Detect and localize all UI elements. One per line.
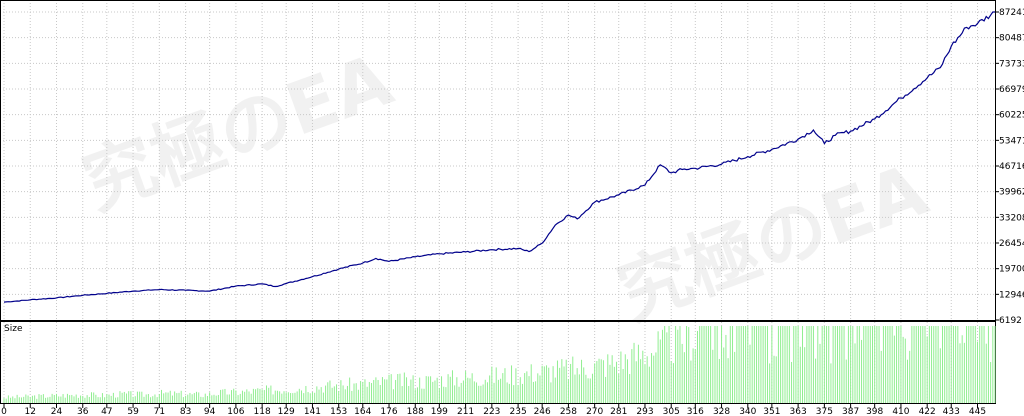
y-tick-label: 12946 [999,290,1024,300]
y-tick-label: 33208 [999,213,1024,223]
main-pane-border [0,0,996,321]
x-tick-label: 47 [101,407,112,416]
size-pane-label: Size [4,324,23,334]
x-tick-label: 340 [739,407,756,416]
main-pane-grid [0,0,995,320]
x-tick-label: 445 [969,407,986,416]
x-tick-label: 164 [354,407,371,416]
x-tick-label: 36 [77,407,89,416]
x-tick-label: 328 [713,407,730,416]
x-tick-label: 106 [227,407,244,416]
x-tick-label: 129 [278,407,295,416]
equity-series-line [3,11,995,303]
y-tick-label: 80487 [999,34,1024,44]
x-tick-label: 188 [407,407,424,416]
y-tick-label: 73733 [999,59,1024,69]
y-tick-label: 66979 [999,85,1024,95]
x-axis-ticks: 0 12 24 36 47 59 71 83 94 106 118 129 141 153 164 176 18… [1,404,986,416]
y-tick-label: 6192 [999,316,1022,326]
x-tick-label: 83 [180,407,191,416]
x-tick-label: 351 [763,407,780,416]
y-tick-label: 19700 [999,265,1024,275]
x-tick-label: 141 [304,407,321,416]
x-tick-label: 258 [560,407,577,416]
x-tick-label: 94 [204,407,216,416]
x-tick-label: 223 [483,407,500,416]
x-tick-label: 305 [663,407,680,416]
x-tick-label: 153 [330,407,347,416]
x-tick-label: 246 [534,407,551,416]
x-tick-label: 293 [636,407,653,416]
x-tick-label: 375 [816,407,833,416]
x-tick-label: 12 [25,407,36,416]
x-tick-label: 59 [127,407,139,416]
y-tick-label: 53471 [999,136,1024,146]
x-tick-label: 235 [510,407,527,416]
y-axis-ticks: 6192 12946 19700 26454 33208 39962 46716 53471 6… [995,8,1024,326]
x-tick-label: 398 [866,407,883,416]
x-tick-label: 270 [586,407,603,416]
x-tick-label: 422 [919,407,936,416]
x-tick-label: 281 [610,407,627,416]
x-tick-label: 410 [892,407,909,416]
x-tick-label: 71 [154,407,165,416]
x-tick-label: 363 [790,407,807,416]
x-tick-label: 387 [842,407,859,416]
y-tick-label: 60225 [999,111,1024,121]
y-tick-label: 46716 [999,162,1024,172]
y-tick-label: 87241 [999,8,1024,18]
size-bars [3,326,996,403]
x-tick-label: 0 [1,407,7,416]
x-tick-label: 316 [687,407,704,416]
x-tick-label: 176 [380,407,397,416]
x-tick-label: 118 [254,407,271,416]
x-tick-label: 24 [51,407,63,416]
x-tick-label: 433 [943,407,960,416]
y-tick-label: 39962 [999,188,1024,198]
x-tick-label: 211 [457,407,474,416]
y-tick-label: 26454 [999,239,1024,249]
x-tick-label: 199 [431,407,448,416]
